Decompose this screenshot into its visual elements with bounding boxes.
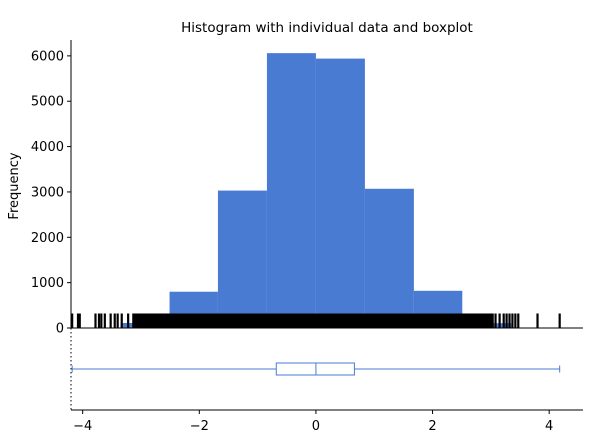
x-tick-label-1: −4 [73,419,92,434]
x-tick-label-3: 0 [312,419,320,434]
histogram-bar-5 [267,53,316,328]
y-tick-label-1: 0 [56,322,64,337]
y-tick-label-5: 4000 [31,140,64,155]
x-tick-label-5: 4 [545,419,553,434]
boxplot [72,363,560,375]
rug-dense-band [132,313,494,328]
y-tick-label-6: 5000 [31,95,64,110]
histogram-bar-4 [218,191,267,328]
chart-title: Histogram with individual data and boxpl… [181,20,473,36]
x-tick-label-4: 2 [428,419,436,434]
histogram-bar-7 [365,189,414,328]
y-tick-label-7: 6000 [31,49,64,64]
boxplot-box [276,363,354,375]
y-axis-label: Frequency [7,152,22,219]
y-tick-label-2: 1000 [31,276,64,291]
histogram-bar-6 [316,59,365,328]
histogram-bars [72,53,560,328]
y-tick-label-3: 2000 [31,231,64,246]
rug-marks [72,313,560,328]
x-tick-label-2: −2 [190,419,209,434]
y-tick-label-4: 3000 [31,185,64,200]
